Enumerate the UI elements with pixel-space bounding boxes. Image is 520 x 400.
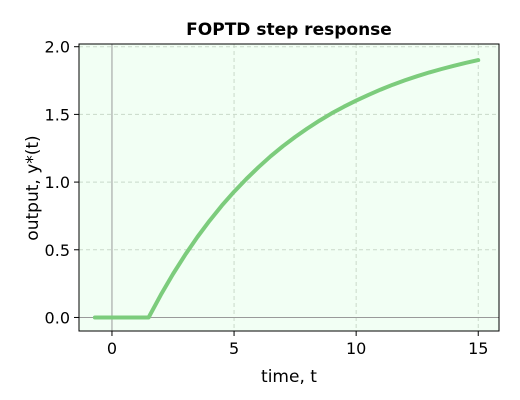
y-tick-label: 1.0 [45, 173, 70, 192]
grid-lines [79, 44, 499, 331]
plot-area [79, 44, 499, 331]
y-tick-label: 1.5 [45, 105, 70, 124]
x-tick-label: 0 [107, 339, 117, 358]
chart-title: FOPTD step response [186, 20, 392, 40]
y-tick-label: 2.0 [45, 38, 70, 57]
x-tick-label: 15 [468, 339, 488, 358]
x-tick-label: 10 [346, 339, 366, 358]
series-line [92, 58, 481, 320]
axis-ticks: 0 5 10 15 0.0 0.5 1.0 1.5 2.0 [45, 38, 489, 358]
y-tick-label: 0.0 [45, 308, 70, 327]
x-axis-label: time, t [261, 367, 317, 387]
x-tick-label: 5 [229, 339, 239, 358]
y-axis-label: output, y*(t) [23, 135, 43, 240]
plot-frame [78, 43, 500, 332]
y-tick-label: 0.5 [45, 241, 70, 260]
